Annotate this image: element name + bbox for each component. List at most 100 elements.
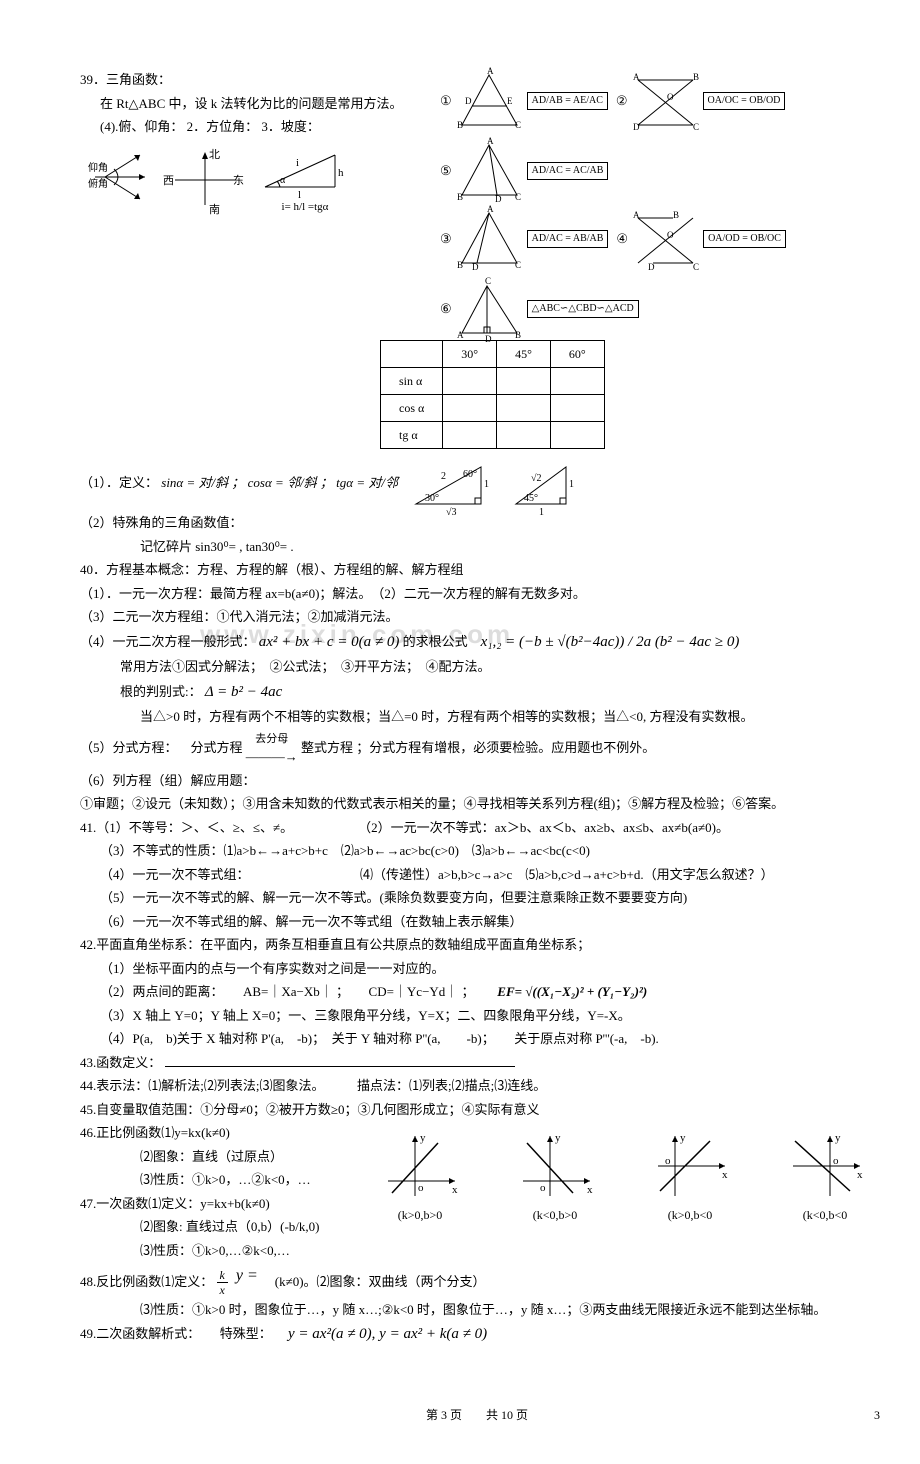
svg-text:D: D (495, 194, 502, 204)
similar-triangles-panel: ① A B C D E AD/AB = AE/AC ② (440, 70, 880, 340)
memory-line: 记忆碎片 sin30⁰= , tan30⁰= . (80, 537, 880, 557)
ratio5-num: ⑤ (440, 161, 452, 181)
slope-l: l (298, 187, 301, 204)
svg-text:A: A (633, 210, 640, 220)
g2-label: (k<0,b>0 (515, 1206, 595, 1224)
footer-right: 3 (874, 1406, 880, 1424)
s40-l3-mid: 的求根公式 (403, 634, 468, 649)
row-sin: sin α (381, 368, 443, 395)
svg-text:C: C (693, 122, 699, 132)
slope-formula: i= h/l =tgα (282, 199, 329, 216)
ratio3-box: AD/AC = AB/AB (527, 230, 609, 248)
ratio6-num: ⑥ (440, 299, 452, 319)
ratio2-box: OA/OC = OB/OD (703, 92, 786, 110)
svg-text:B: B (515, 330, 521, 340)
triangle-4: A B D C O (633, 208, 698, 270)
svg-text:y: y (555, 1132, 561, 1144)
s49-pre: 49.二次函数解析式： 特殊型： (80, 1326, 272, 1341)
slope-h: h (338, 165, 344, 182)
s41-l4: （5）一元一次不等式的解、解一元一次不等式。(乘除负数要变方向，但要注意乘除正数… (80, 888, 880, 908)
graph-3: x y o (k>0,b<0 (650, 1131, 730, 1256)
ratio4-num: ④ (616, 229, 628, 249)
compass-diagram: 北 南 东 西 (165, 147, 245, 217)
svg-text:C: C (485, 276, 491, 286)
s40-l7-mid1: 分式方程 (191, 739, 243, 754)
s41-l5: （6）一元一次不等式组的解、解一元一次不等式组（在数轴上表示解集） (80, 912, 880, 932)
s40-l2: （3）二元一次方程组：①代入消元法；②加减消元法。 (80, 607, 880, 627)
s40-l1: （1）．一元一次方程：最简方程 ax=b(a≠0)；解法。 （2）二元一次方程的… (80, 584, 880, 604)
svg-text:A: A (633, 72, 640, 82)
s48-formula: kx y = (217, 1273, 262, 1290)
triangle-30-60: 2 1 √3 60° 30° (411, 459, 491, 509)
s43-blank (165, 1066, 515, 1067)
s41-l2: （3）不等式的性质：⑴a>b←→a+c>b+c ⑵a>b←→ac>bc(c>0)… (80, 841, 880, 861)
s42-l2-formula: EF= √((X₁−X₂)² + (Y₁−Y₂)²) (497, 984, 647, 999)
slope-alpha: α (280, 173, 285, 188)
s42-title: 42.平面直角坐标系：在平面内，两条互相垂直且有公共原点的数轴组成平面直角坐标系… (80, 935, 880, 955)
svg-text:x: x (722, 1169, 728, 1181)
triangle-45: √2 1 1 45° (511, 459, 581, 509)
ratio5-box: AD/AC = AC/AB (527, 162, 609, 180)
svg-text:D: D (465, 96, 472, 106)
svg-text:D: D (472, 262, 479, 272)
svg-text:B: B (457, 120, 463, 130)
special-title: （2）特殊角的三角函数值： (80, 513, 880, 533)
s40-l5-formula: Δ = b² − 4ac (205, 684, 282, 700)
s40-title: 40．方程基本概念：方程、方程的解（根）、方程组的解、解方程组 (80, 560, 880, 580)
svg-text:x: x (452, 1184, 458, 1196)
s40-l8: （6）列方程（组）解应用题： (80, 771, 880, 791)
s43-title: 43.函数定义： (80, 1055, 161, 1070)
compass-n: 北 (209, 147, 220, 164)
svg-text:x: x (587, 1184, 593, 1196)
ratio1-num: ① (440, 91, 452, 111)
svg-text:B: B (673, 210, 679, 220)
s46-l3: ⑶性质：①k>0，…②k<0，… (80, 1170, 360, 1190)
svg-text:B: B (457, 260, 463, 270)
graph-2: x y o (k<0,b>0 (515, 1131, 595, 1256)
g3-label: (k>0,b<0 (650, 1206, 730, 1224)
svg-text:x: x (857, 1169, 863, 1181)
s47-l2: ⑵图象: 直线过点（0,b）(-b/k,0) (80, 1217, 360, 1237)
svg-text:E: E (507, 96, 513, 106)
svg-text:o: o (418, 1182, 424, 1194)
compass-s: 南 (209, 202, 220, 219)
triangle-6: C A B D (457, 278, 522, 340)
svg-text:C: C (515, 260, 521, 270)
s41-l3: （4）一元一次不等式组： ⑷（传递性）a>b,b>c→a>c ⑸a>b,c>d→… (80, 865, 880, 885)
s40-l3-root: x₁,₂ = (−b ± √(b²−4ac)) / 2a (b² − 4ac ≥… (481, 634, 740, 650)
s46-l2: ⑵图象：直线（过原点） (80, 1147, 360, 1167)
svg-text:y: y (420, 1132, 426, 1144)
s40-l7-end: ；分式方程有增根，必须要检验。应用题也不例外。 (356, 739, 655, 754)
s39-angles: (4).俯、仰角： 2．方位角： 3．坡度： (80, 117, 430, 137)
ratio1-box: AD/AB = AE/AC (527, 92, 608, 110)
svg-text:A: A (487, 204, 494, 214)
s47-l3: ⑶性质：①k>0,…②k<0,… (80, 1241, 360, 1261)
graph-4: x y o (k<0,b<0 (785, 1131, 865, 1256)
svg-text:o: o (540, 1182, 546, 1194)
svg-text:60°: 60° (463, 469, 477, 480)
s40-l4: 常用方法①因式分解法； ②公式法； ③开平方法； ④配方法。 (80, 657, 880, 677)
svg-text:O: O (667, 230, 674, 240)
svg-text:B: B (693, 72, 699, 82)
footer-center: 第 3 页 共 10 页 (426, 1406, 528, 1424)
s42-l1: （1）坐标平面内的点与一个有序实数对之间是一一对应的。 (80, 959, 880, 979)
label-fu: 俯角 (88, 177, 108, 192)
g4-label: (k<0,b<0 (785, 1206, 865, 1224)
svg-text:1: 1 (569, 479, 574, 490)
slope-i: i (296, 155, 299, 172)
svg-text:A: A (487, 66, 494, 76)
th-30: 30° (443, 341, 497, 368)
triangle-5: A B C D (457, 140, 522, 202)
svg-text:1: 1 (484, 479, 489, 490)
s42-l4: （4）P(a, b)关于 X 轴对称 P'(a, -b)； 关于 Y 轴对称 P… (80, 1029, 880, 1049)
ratio3-num: ③ (440, 229, 452, 249)
arrow-icon: ———→ (246, 747, 298, 767)
svg-text:C: C (693, 262, 699, 272)
svg-text:C: C (515, 192, 521, 202)
svg-text:D: D (485, 334, 492, 344)
ratio2-num: ② (616, 91, 628, 111)
triangle-3: A B C D (457, 208, 522, 270)
svg-text:o: o (833, 1155, 839, 1167)
svg-text:D: D (633, 122, 640, 132)
ratio6-box: △ABC∽△CBD∽△ACD (527, 300, 639, 318)
